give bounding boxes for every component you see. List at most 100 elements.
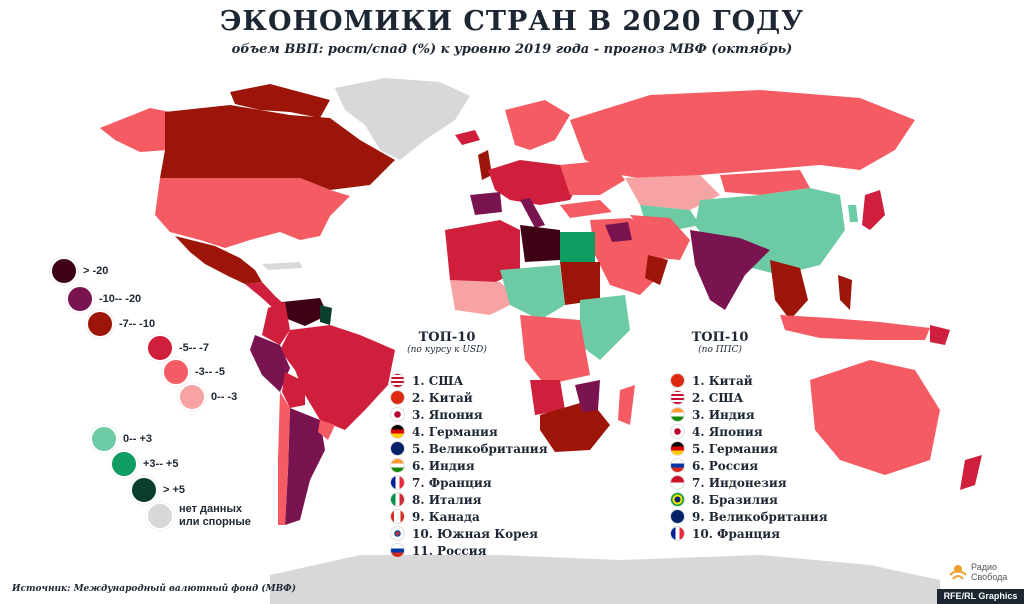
top-list-label: 11. Россия (412, 543, 487, 558)
antarctica (270, 555, 940, 604)
legend-item: -7-- -10 (86, 310, 155, 338)
in-flag-icon (670, 407, 685, 422)
top-list-label: 9. Великобритания (692, 509, 828, 524)
legend-label: 0-- +3 (123, 432, 153, 445)
top-list-label: 4. Япония (692, 424, 763, 439)
spain (470, 192, 502, 215)
new-zealand (960, 455, 982, 490)
top-list-label: 7. Индонезия (692, 475, 787, 490)
top-list-label: 5. Великобритания (412, 441, 548, 456)
uk (478, 150, 492, 180)
legend-label: +3-- +5 (143, 457, 179, 470)
ca-flag-icon (390, 509, 405, 524)
central-africa (500, 265, 565, 320)
top-list-item: 9. Канада (390, 508, 480, 525)
de-flag-icon (390, 424, 405, 439)
legend-swatch (86, 310, 114, 338)
japan (862, 190, 885, 230)
legend-swatch (90, 425, 118, 453)
in-flag-icon (390, 458, 405, 473)
top-list-label: 3. Япония (412, 407, 483, 422)
ru-flag-icon (670, 458, 685, 473)
venezuela (282, 298, 328, 326)
sudan (560, 262, 600, 305)
legend-label: -3-- -5 (195, 365, 225, 378)
top-list-label: 3. Индия (692, 407, 755, 422)
korea (848, 205, 858, 222)
legend-swatch (178, 383, 206, 411)
argentina (285, 408, 325, 525)
west-africa (450, 280, 520, 315)
legend-label: > -20 (83, 264, 109, 277)
ru-flag-icon (390, 543, 405, 558)
congo (520, 315, 590, 385)
logo-text-1: Радио (971, 562, 997, 572)
legend-swatch (146, 334, 174, 362)
iceland (455, 130, 480, 145)
canada (160, 105, 395, 190)
top-list-item: 3. Индия (670, 406, 755, 423)
top-list-item: 7. Индонезия (670, 474, 787, 491)
legend-swatch (162, 358, 190, 386)
southeast-asia (770, 260, 808, 320)
top-list-item: 10. Южная Корея (390, 525, 538, 542)
legend-label: -5-- -7 (179, 341, 209, 354)
canada-arctic (230, 84, 330, 118)
legend-label: > +5 (163, 483, 186, 496)
radio-logo-icon (949, 565, 967, 580)
top-list-item: 5. Великобритания (390, 440, 548, 457)
philippines (838, 275, 852, 310)
top-list-item: 3. Япония (390, 406, 483, 423)
colombia (262, 302, 290, 345)
bolivia (282, 372, 305, 408)
jp-flag-icon (390, 407, 405, 422)
top-list-label: 10. Франция (692, 526, 781, 541)
southern-africa (540, 400, 610, 452)
scandinavia (505, 100, 570, 150)
mozambique (575, 380, 600, 412)
kr-flag-icon (390, 526, 405, 541)
top-ppp-heading: ТОП-10 (по ППС) (670, 330, 770, 355)
top-list-label: 2. США (692, 390, 744, 405)
mongolia (720, 170, 810, 195)
br-flag-icon (670, 492, 685, 507)
top-list-item: 1. США (390, 372, 463, 389)
fr-flag-icon (390, 475, 405, 490)
top-usd-subtitle: (по курсу к USD) (407, 345, 487, 355)
top-list-label: 1. США (412, 373, 464, 388)
top-usd-heading: ТОП-10 (по курсу к USD) (392, 330, 502, 355)
top-list-label: 6. Индия (412, 458, 475, 473)
angola (530, 380, 565, 415)
top-list-label: 5. Германия (692, 441, 778, 456)
legend-swatch (110, 450, 138, 478)
top-list-item: 6. Россия (670, 457, 758, 474)
top-list-label: 6. Россия (692, 458, 759, 473)
top-list-label: 10. Южная Корея (412, 526, 539, 541)
oman (645, 255, 668, 285)
page-subtitle: объем ВВП: рост/спад (%) к уровню 2019 г… (231, 42, 793, 57)
mexico (175, 236, 262, 284)
russia (570, 90, 915, 180)
fr-flag-icon (670, 526, 685, 541)
chile (278, 392, 290, 525)
it-flag-icon (390, 492, 405, 507)
brazil (280, 325, 395, 430)
credit-badge: RFE/RL Graphics (937, 589, 1024, 604)
gb-flag-icon (670, 509, 685, 524)
top-list-label: 8. Бразилия (692, 492, 778, 507)
top-list-label: 4. Германия (412, 424, 498, 439)
turkey (560, 200, 612, 218)
top-usd-title: ТОП-10 (418, 330, 476, 345)
cn-flag-icon (390, 390, 405, 405)
western-europe (488, 160, 580, 205)
legend-item: -5-- -7 (146, 334, 209, 362)
legend-item: 0-- +3 (90, 425, 152, 453)
cuba (262, 262, 302, 270)
top-list-item: 9. Великобритания (670, 508, 828, 525)
top-list-item: 1. Китай (670, 372, 753, 389)
iraq (605, 222, 632, 242)
cn-flag-icon (670, 373, 685, 388)
us-flag-icon (670, 390, 685, 405)
top-list-item: 5. Германия (670, 440, 778, 457)
